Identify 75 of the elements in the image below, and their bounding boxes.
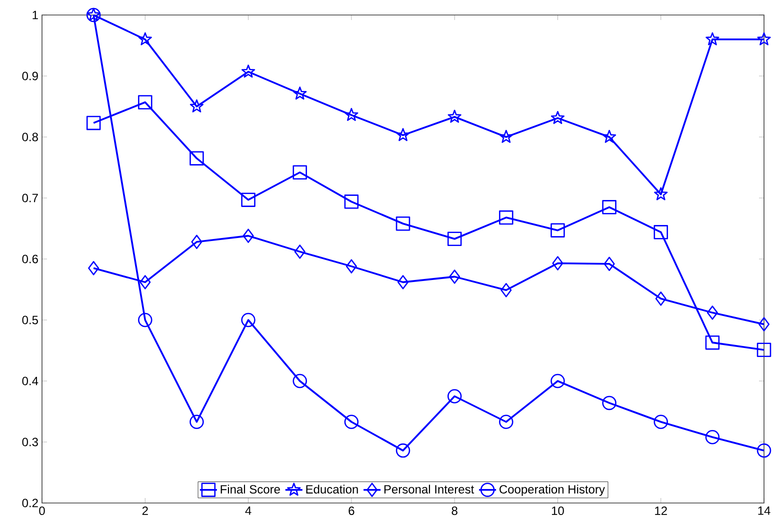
point (499, 130, 513, 143)
x-tick-label: 2 (142, 506, 148, 515)
point (550, 110, 565, 124)
point (191, 234, 202, 250)
point (602, 396, 616, 410)
x-tick-label: 14 (758, 506, 770, 515)
point (396, 216, 410, 231)
point (706, 306, 718, 320)
point (449, 270, 460, 284)
point (654, 414, 668, 429)
y-tick-label: 0.6 (22, 254, 38, 264)
point (550, 374, 565, 388)
point (447, 232, 462, 246)
point (705, 335, 720, 350)
point (86, 116, 101, 130)
point (500, 282, 512, 298)
legend-label: Education (306, 484, 358, 494)
point (190, 99, 204, 112)
point (190, 151, 204, 166)
point (706, 32, 720, 46)
point (88, 261, 100, 276)
point (602, 130, 616, 143)
point (499, 414, 514, 429)
x-tick-label: 4 (245, 506, 252, 515)
point (241, 64, 256, 78)
point (550, 223, 565, 238)
point (344, 194, 359, 209)
point (242, 228, 254, 243)
y-tick-label: 0.5 (22, 316, 38, 324)
y-tick-label: 0.9 (22, 72, 38, 80)
point (396, 443, 410, 458)
point (447, 389, 462, 404)
point (294, 244, 306, 259)
y-tick-label: 1 (32, 10, 38, 20)
legend-label: Final Score (220, 484, 280, 494)
point (140, 275, 151, 290)
point (602, 200, 616, 214)
point (756, 443, 772, 458)
point (344, 414, 359, 429)
point (499, 210, 514, 225)
y-tick-label: 0.8 (22, 132, 38, 142)
point (344, 108, 358, 121)
point (654, 187, 668, 200)
point (138, 32, 152, 46)
point (654, 225, 668, 240)
point (241, 312, 256, 328)
legend-label: Cooperation History (500, 484, 605, 496)
point (655, 292, 666, 306)
point (757, 32, 771, 46)
y-tick-label: 0.2 (22, 498, 38, 508)
point (292, 374, 307, 388)
y-tick-label: 0.4 (22, 376, 38, 386)
point (604, 256, 615, 272)
y-tick-label: 0.7 (22, 194, 38, 202)
point (758, 317, 770, 332)
point (138, 95, 152, 110)
point (293, 86, 307, 100)
legend-label: Personal Interest (384, 484, 474, 494)
point (346, 259, 357, 274)
point (756, 342, 772, 358)
x-tick-label: 12 (655, 506, 667, 515)
x-tick-label: 8 (452, 506, 458, 516)
point (398, 275, 409, 290)
x-tick-label: 0 (39, 506, 45, 516)
point (448, 110, 462, 123)
point (138, 312, 152, 328)
point (190, 414, 204, 429)
point (292, 165, 307, 180)
point (552, 256, 564, 270)
x-tick-label: 10 (552, 506, 564, 516)
point (705, 430, 720, 444)
point (396, 128, 410, 142)
y-tick-label: 0.3 (22, 438, 38, 446)
x-tick-label: 6 (348, 506, 354, 516)
point (241, 192, 256, 207)
